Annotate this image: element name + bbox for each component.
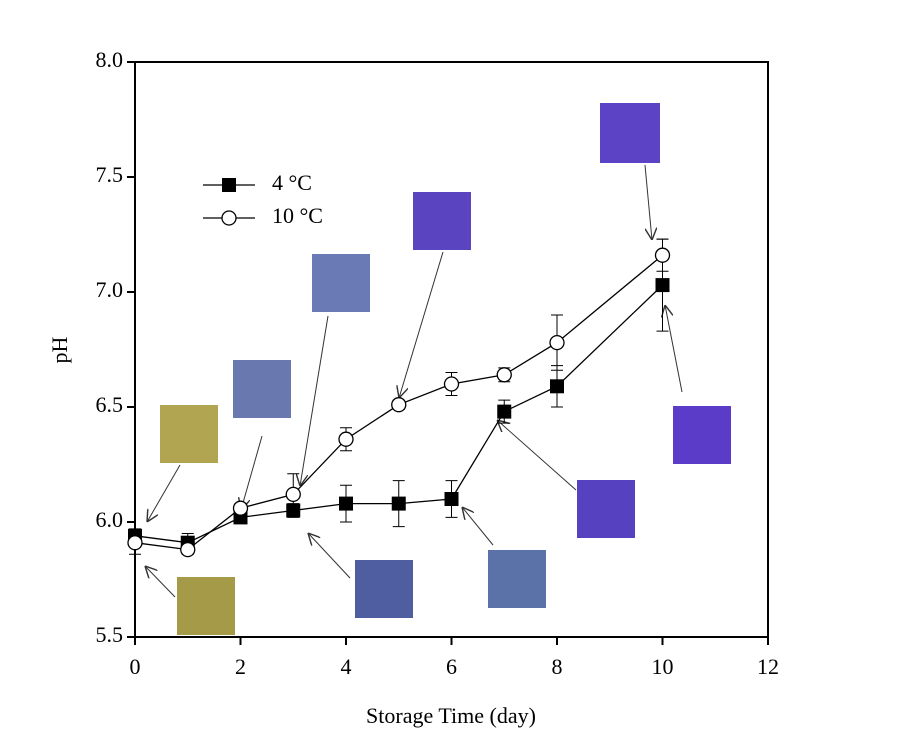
swatch xyxy=(577,480,635,538)
arrow xyxy=(462,507,494,546)
swatch xyxy=(413,192,471,250)
legend-marker xyxy=(222,178,236,192)
marker xyxy=(654,247,671,263)
x-tick-label: 8 xyxy=(552,654,563,679)
y-tick-label: 8.0 xyxy=(96,47,124,72)
marker xyxy=(285,486,301,503)
swatch xyxy=(673,406,731,464)
marker xyxy=(497,404,512,419)
arrow xyxy=(644,164,652,240)
arrow xyxy=(497,420,577,491)
arrow xyxy=(665,305,683,393)
x-tick-label: 12 xyxy=(757,654,779,679)
x-tick-label: 4 xyxy=(341,654,352,679)
marker xyxy=(550,379,564,394)
marker xyxy=(127,535,143,551)
arrow xyxy=(241,435,263,510)
y-tick-label: 7.0 xyxy=(96,277,124,302)
x-tick-label: 6 xyxy=(446,654,457,679)
marker xyxy=(549,334,565,351)
y-tick-label: 6.5 xyxy=(96,392,124,417)
legend-marker xyxy=(221,210,237,226)
swatch xyxy=(160,405,218,463)
marker xyxy=(232,500,249,516)
marker xyxy=(180,541,196,558)
x-tick-label: 0 xyxy=(130,654,141,679)
arrows xyxy=(145,164,683,598)
marker xyxy=(339,496,353,511)
arrow xyxy=(308,533,351,579)
y-tick-label: 5.5 xyxy=(96,622,124,647)
marker xyxy=(443,376,460,392)
arrow xyxy=(147,464,181,522)
y-tick-label: 6.0 xyxy=(96,507,124,532)
swatch xyxy=(488,550,546,608)
marker xyxy=(496,367,512,383)
y-tick-label: 7.5 xyxy=(96,162,124,187)
marker xyxy=(391,496,406,511)
swatch xyxy=(312,254,370,312)
y-axis-label: pH xyxy=(47,336,72,363)
x-tick-label: 10 xyxy=(652,654,674,679)
swatches xyxy=(160,103,731,635)
swatch xyxy=(355,560,413,618)
legend-label: 4 °C xyxy=(272,170,312,195)
x-axis-label: Storage Time (day) xyxy=(366,703,536,728)
marker xyxy=(444,492,459,506)
plot-frame xyxy=(134,61,769,638)
marker xyxy=(338,431,354,447)
legend-label: 10 °C xyxy=(272,203,323,228)
arrow xyxy=(399,251,444,398)
x-tick-label: 2 xyxy=(235,654,246,679)
swatch xyxy=(233,360,291,418)
marker xyxy=(391,397,407,413)
marker xyxy=(655,278,670,293)
series-line xyxy=(134,284,663,544)
swatch xyxy=(600,103,660,163)
arrow xyxy=(300,315,329,486)
arrow xyxy=(145,566,176,598)
series-line xyxy=(134,254,663,551)
swatch xyxy=(177,577,235,635)
